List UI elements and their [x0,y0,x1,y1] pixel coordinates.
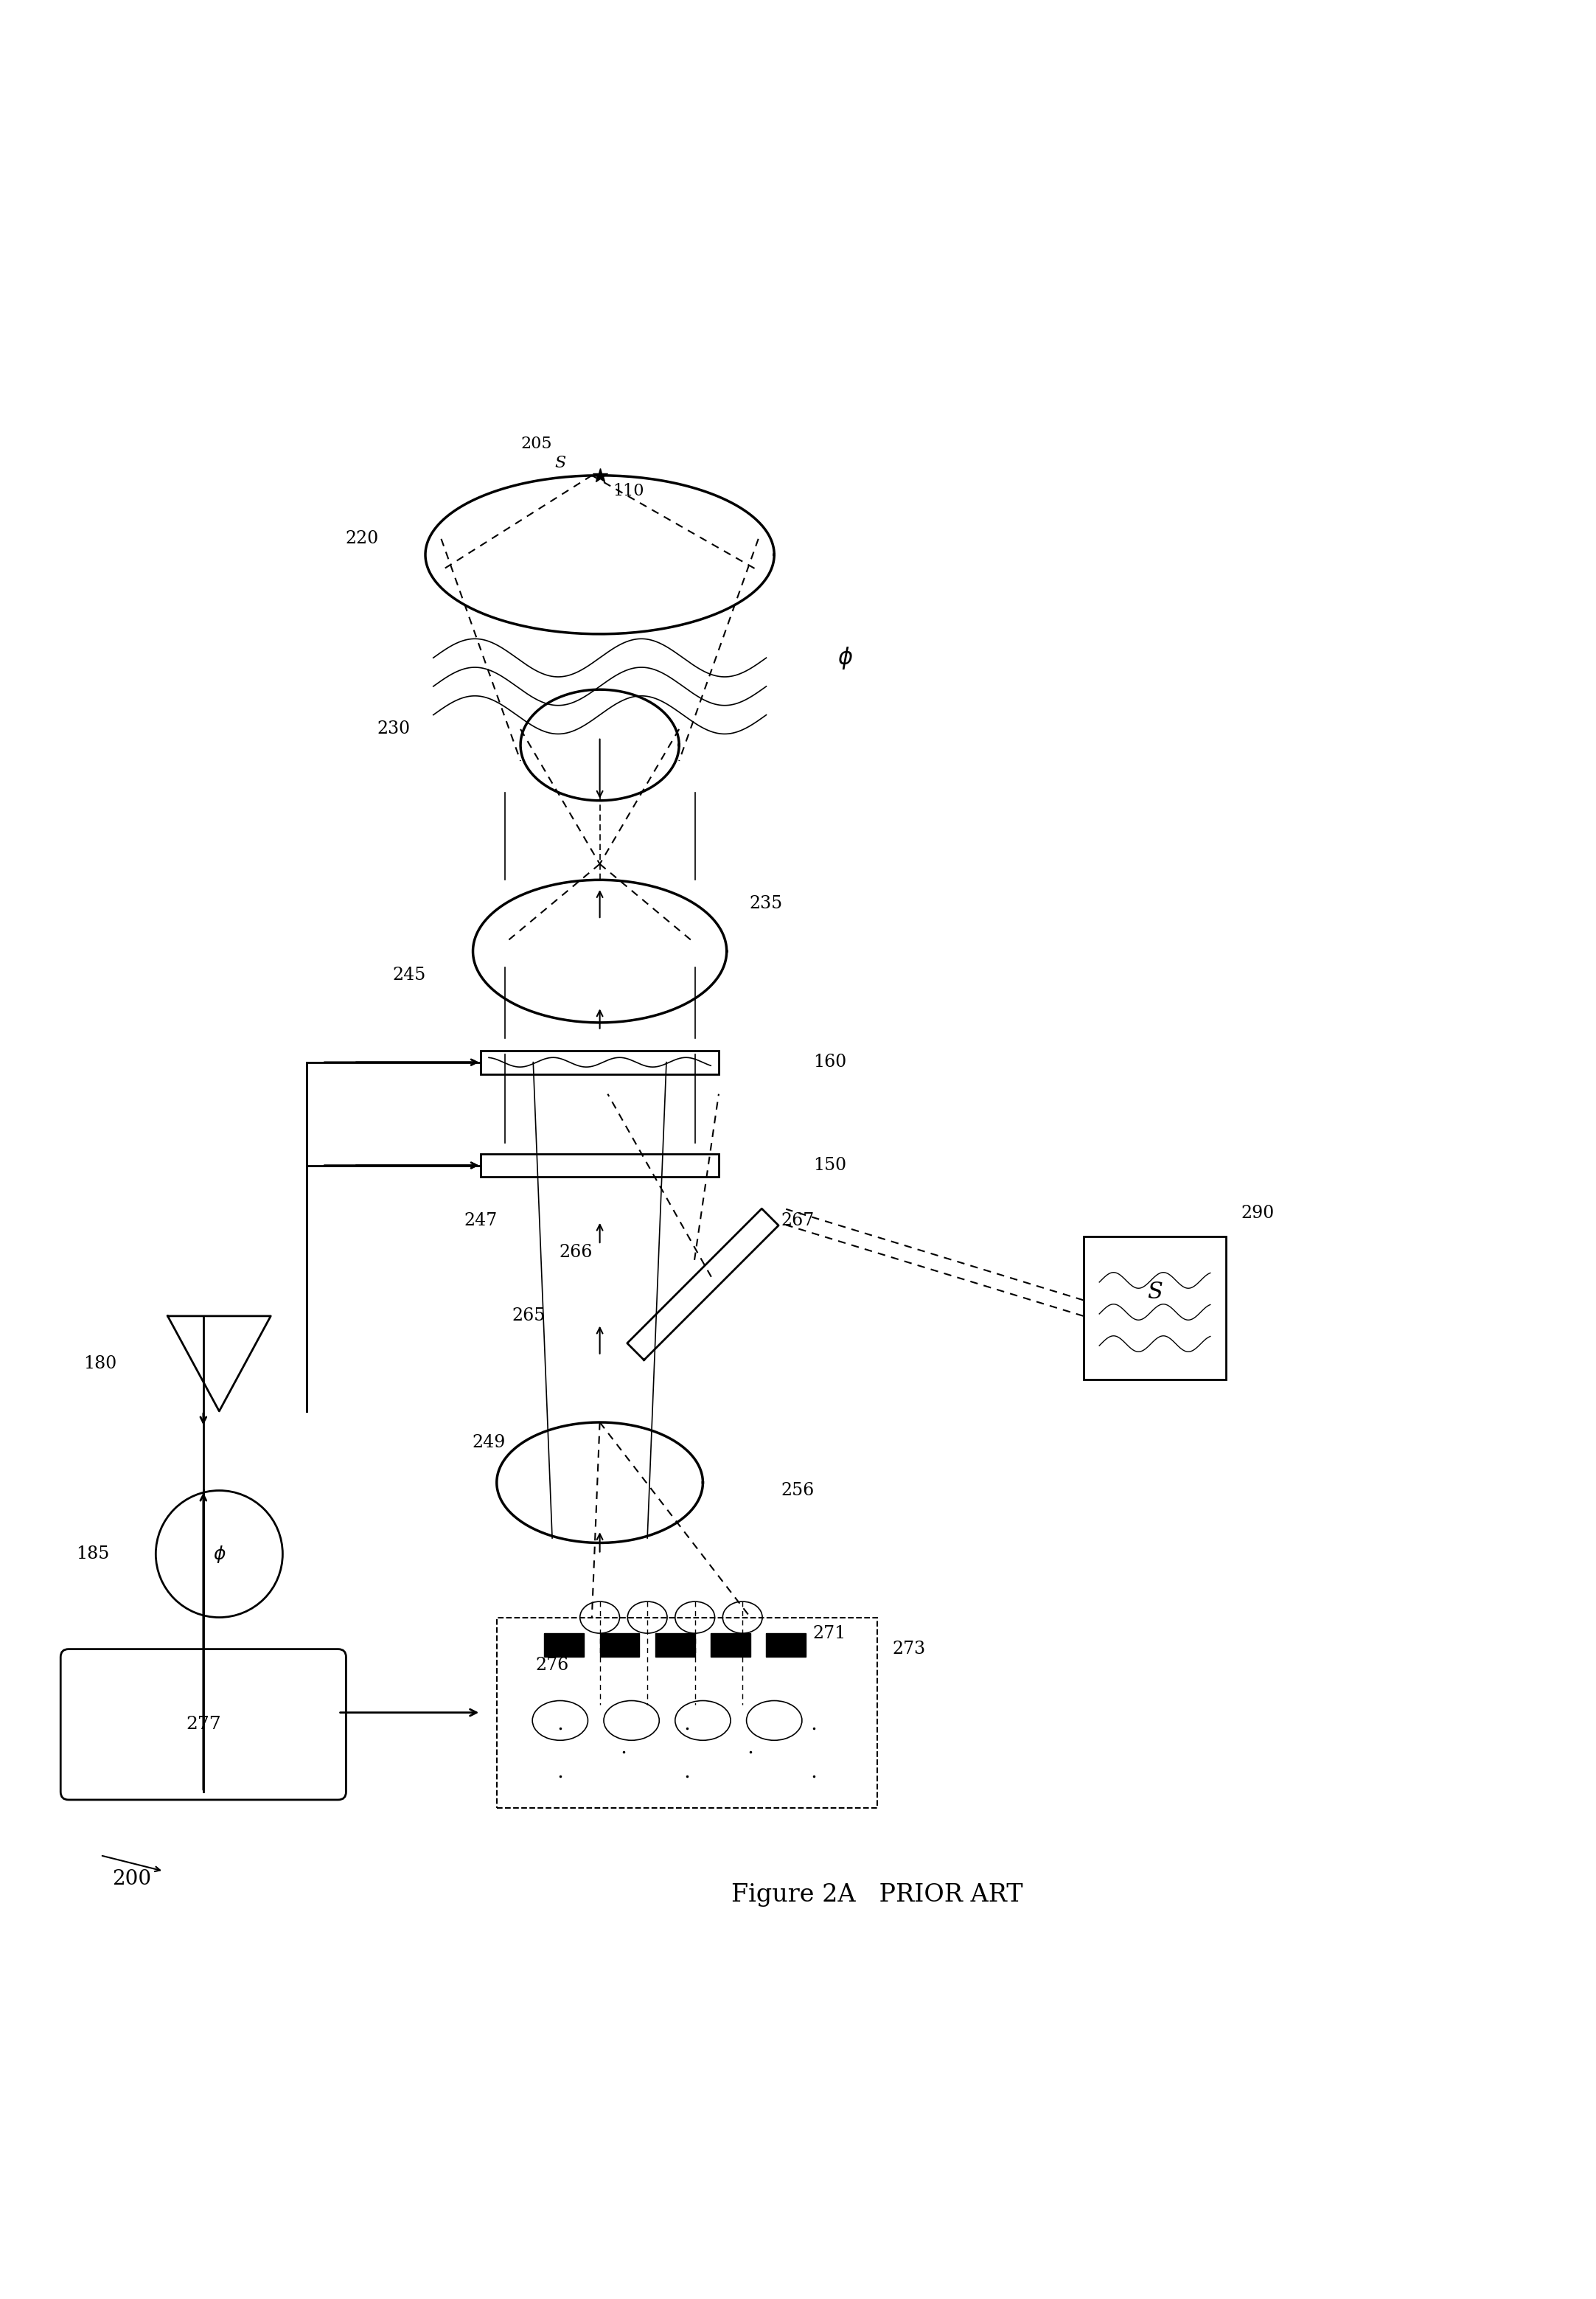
Bar [600,1632,640,1658]
Bar [1084,1237,1226,1379]
Text: 200: 200 [112,1869,152,1890]
Bar [656,1632,694,1658]
Text: 249: 249 [472,1435,506,1451]
Bar [496,1618,878,1807]
Text: $\phi$: $\phi$ [838,646,854,671]
Text: $\phi$: $\phi$ [212,1543,225,1563]
Text: 290: 290 [1242,1205,1275,1221]
Text: 266: 266 [559,1244,592,1262]
Text: 247: 247 [464,1212,498,1230]
Text: 185: 185 [75,1545,109,1563]
Bar [480,1051,718,1074]
Text: 235: 235 [750,894,784,913]
Bar [544,1632,584,1658]
Text: 150: 150 [812,1156,846,1175]
Text: 245: 245 [393,966,426,984]
Text: 267: 267 [782,1212,814,1230]
Text: S: S [554,455,565,471]
Text: 273: 273 [892,1641,926,1658]
Text: 265: 265 [512,1308,546,1324]
Text: 160: 160 [812,1053,846,1071]
Text: 230: 230 [377,720,410,738]
Text: 271: 271 [812,1625,846,1641]
Text: Figure 2A   PRIOR ART: Figure 2A PRIOR ART [731,1883,1023,1906]
Text: 110: 110 [613,483,645,499]
Bar [480,1154,718,1177]
Bar [710,1632,750,1658]
Text: 277: 277 [185,1715,220,1733]
Text: 276: 276 [536,1658,568,1674]
Text: 180: 180 [83,1354,117,1373]
Text: S: S [1148,1281,1162,1304]
Text: 220: 220 [345,531,378,547]
Text: 205: 205 [520,435,552,453]
Text: 256: 256 [782,1483,814,1499]
Bar [766,1632,806,1658]
